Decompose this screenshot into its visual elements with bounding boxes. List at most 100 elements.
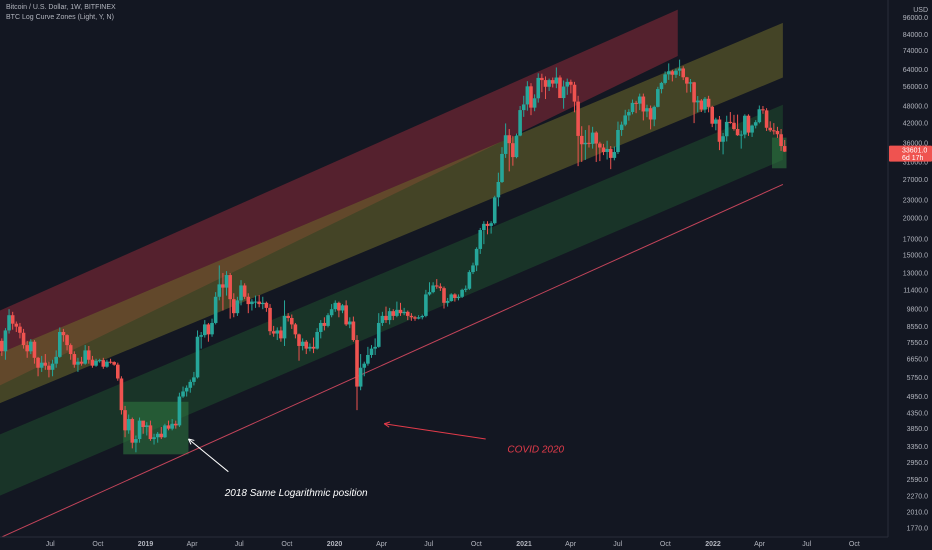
candle-body <box>286 315 290 318</box>
candle <box>688 79 693 93</box>
candle <box>492 195 497 225</box>
candle-body <box>173 423 178 426</box>
candle-body <box>641 96 646 112</box>
time-tick-label: Jul <box>802 541 811 548</box>
candle <box>134 435 138 453</box>
candle-body <box>728 121 733 123</box>
candle-body <box>246 296 251 305</box>
price-tick-label: 11400.0 <box>903 287 928 294</box>
candle-body <box>391 311 396 316</box>
candle <box>366 346 370 366</box>
candle-body <box>695 100 700 103</box>
price-tick-label: 1770.0 <box>907 526 929 533</box>
candle <box>29 339 33 355</box>
time-axis[interactable]: Jul Oct 2019 Apr Jul Oct 2020 Apr Jul Oct 2021 Apr J… <box>0 536 932 550</box>
candle <box>775 126 780 138</box>
candle-body <box>561 86 566 99</box>
candle <box>478 227 483 254</box>
time-tick-label: Apr <box>376 541 388 548</box>
time-tick-label: 2019 <box>138 541 154 548</box>
candle <box>427 282 432 296</box>
candle <box>413 315 417 321</box>
price-tick-label: 96000.0 <box>903 15 928 22</box>
candle <box>666 63 671 80</box>
candle <box>540 73 544 93</box>
candle-body <box>529 86 533 108</box>
candle-body <box>192 377 196 382</box>
candle-body <box>761 109 765 111</box>
candle-body <box>757 109 762 123</box>
candle <box>732 114 736 131</box>
candle-body <box>318 322 323 332</box>
candle <box>380 311 385 326</box>
candle-body <box>166 425 171 429</box>
candle <box>264 301 269 312</box>
candle-body <box>587 142 591 144</box>
candle-body <box>637 96 642 104</box>
candle <box>25 340 29 358</box>
candle-body <box>424 294 428 316</box>
time-tick-label: Jul <box>235 541 244 548</box>
candle <box>173 420 178 429</box>
candle-body <box>260 302 265 305</box>
candle-body <box>119 378 124 411</box>
candle-body <box>616 129 620 153</box>
price-tick-label: 13000.0 <box>903 271 928 278</box>
candle <box>652 105 657 127</box>
candle <box>721 132 725 155</box>
candle <box>376 313 381 348</box>
candle-body <box>322 322 327 326</box>
candle <box>453 293 457 302</box>
candle-body <box>47 365 51 370</box>
price-tick-label: 74000.0 <box>903 48 928 55</box>
candle-body <box>503 135 508 154</box>
candle <box>308 343 312 352</box>
price-tick-label: 2010.0 <box>907 509 929 516</box>
candle <box>163 423 167 438</box>
last-price-value: 33601.0 <box>902 148 927 155</box>
candle-body <box>482 223 486 231</box>
price-tick-label: 48000.0 <box>903 104 928 111</box>
candle-body <box>416 317 421 319</box>
candle-body <box>569 81 573 85</box>
candle <box>329 304 334 318</box>
candle <box>706 95 711 113</box>
candle-body <box>10 315 15 324</box>
candle <box>47 361 51 378</box>
price-tick-label: 8550.0 <box>907 324 929 331</box>
candle-body <box>347 321 352 325</box>
candle <box>340 304 345 314</box>
candle <box>97 358 102 363</box>
candle-body <box>496 181 501 198</box>
candle-body <box>112 362 116 365</box>
candle-body <box>268 307 272 332</box>
candle-body <box>634 102 638 104</box>
candle <box>692 81 696 124</box>
candle-body <box>456 296 461 298</box>
candle <box>434 279 439 289</box>
candle-body <box>536 77 541 99</box>
candle <box>710 105 715 128</box>
candle-body <box>445 300 450 303</box>
price-tick-label: 7550.0 <box>907 340 929 347</box>
candle <box>10 311 15 330</box>
candle <box>764 108 769 131</box>
candle <box>268 304 272 336</box>
annotation-arrowhead <box>188 438 192 445</box>
time-tick-label: Apr <box>565 541 577 548</box>
candle <box>456 294 461 301</box>
candle-body <box>43 362 48 366</box>
candle-body <box>87 350 91 360</box>
candle-body <box>376 322 381 347</box>
candle <box>503 123 508 158</box>
price-axis[interactable]: 96000.0 84000.0 74000.0 64000.0 56000.0 48000… <box>887 0 932 550</box>
price-tick-label: 31000.0 <box>903 159 928 166</box>
candle <box>656 86 660 108</box>
candle-body <box>558 77 562 99</box>
indicator-legend[interactable]: BTC Log Curve Zones (Light, Y, N) <box>6 14 114 21</box>
candle <box>703 97 707 113</box>
candle <box>728 112 733 124</box>
candle-body <box>115 364 120 379</box>
candle-body <box>605 149 609 153</box>
